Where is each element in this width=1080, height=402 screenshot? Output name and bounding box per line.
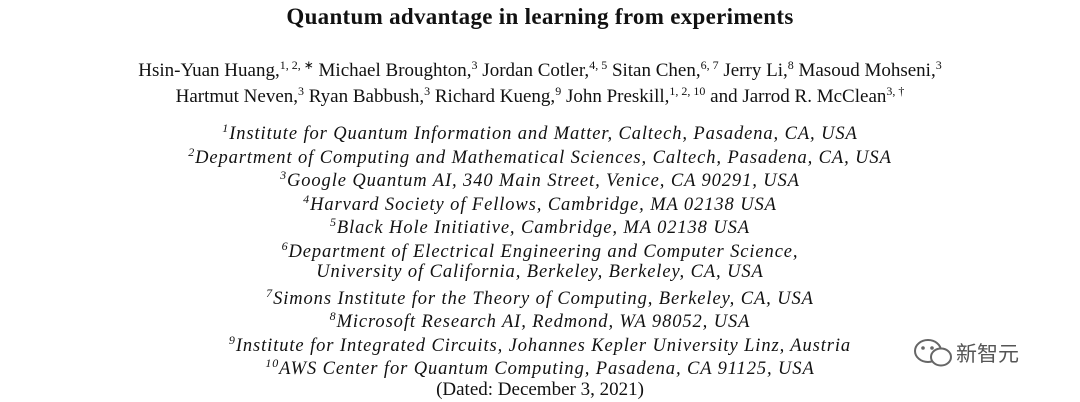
affiliation-line: 3Google Quantum AI, 340 Main Street, Ven… <box>0 168 1080 192</box>
affiliation-line: 8Microsoft Research AI, Redmond, WA 9805… <box>0 309 1080 333</box>
title: Quantum advantage in learning from exper… <box>286 4 794 29</box>
affiliation-sup: 8 <box>329 309 337 323</box>
affiliation-text: Harvard Society of Fellows, Cambridge, M… <box>310 194 777 215</box>
author-name: Masoud Mohseni, <box>798 60 936 81</box>
author-sup: 1, 2, ∗ <box>279 58 314 72</box>
affiliation-sup: 4 <box>303 191 311 206</box>
affiliation-text: AWS Center for Quantum Computing, Pasade… <box>279 359 815 379</box>
author-name: Jordan Cotler, <box>482 60 590 81</box>
affiliation-text: Google Quantum AI, 340 Main Street, Veni… <box>287 171 800 191</box>
affiliation-text: Department of Computing and Mathematical… <box>195 147 892 168</box>
author-line: Hartmut Neven,3 Ryan Babbush,3 Richard K… <box>0 84 1080 108</box>
author-sup: 3 <box>935 58 942 72</box>
author-sup: 6, 7 <box>700 58 719 72</box>
affiliation-line: 10AWS Center for Quantum Computing, Pasa… <box>0 356 1080 380</box>
author-name: and Jarrod R. McClean <box>710 86 887 107</box>
affiliation-sup: 9 <box>228 332 236 347</box>
affiliation-sup: 7 <box>266 285 274 300</box>
affiliation-sup: 2 <box>188 144 196 159</box>
author-name: Sitan Chen, <box>611 60 701 81</box>
author-name: Ryan Babbush, <box>308 86 425 107</box>
affiliation-line: 1Institute for Quantum Information and M… <box>0 121 1080 145</box>
affiliation-sup: 1 <box>222 121 230 135</box>
author-sup: 4, 5 <box>589 58 608 72</box>
affiliation-sup: 6 <box>281 238 289 253</box>
author-sup: 8 <box>787 58 794 72</box>
affiliation-text: Microsoft Research AI, Redmond, WA 98052… <box>336 312 751 332</box>
author-name: John Preskill, <box>565 86 670 107</box>
author-name: Hartmut Neven, <box>175 86 299 107</box>
affiliation-text: Institute for Integrated Circuits, Johan… <box>235 335 852 356</box>
affiliation-sup: 10 <box>265 356 280 370</box>
affiliation-line: University of California, Berkeley, Berk… <box>0 262 1080 283</box>
author-sup: 3 <box>298 84 305 98</box>
author-sup: 1, 2, 10 <box>669 84 706 98</box>
affiliation-text: University of California, Berkeley, Berk… <box>316 262 764 282</box>
affiliation-line: 2Department of Computing and Mathematica… <box>0 145 1080 169</box>
author-sup: 3, † <box>886 84 905 98</box>
watermark-text: 新智元 <box>956 342 1019 366</box>
author-sup: 9 <box>555 84 562 98</box>
affiliation-line: 4Harvard Society of Fellows, Cambridge, … <box>0 192 1080 216</box>
affiliation-line: 9Institute for Integrated Circuits, Joha… <box>0 333 1080 357</box>
author-sup: 3 <box>424 84 431 98</box>
affiliation-text: Simons Institute for the Theory of Compu… <box>273 288 814 309</box>
affiliation-sup: 3 <box>280 168 287 182</box>
affiliation-sup: 5 <box>330 215 337 229</box>
author-name: Jerry Li, <box>723 60 788 81</box>
author-name: Michael Broughton, <box>318 60 472 81</box>
watermark-icon <box>914 339 952 367</box>
affiliation-text: Institute for Quantum Information and Ma… <box>229 124 858 144</box>
author-sup: 3 <box>471 58 478 72</box>
author-name: Richard Kueng, <box>434 86 556 107</box>
author-name: Hsin-Yuan Huang, <box>138 60 280 81</box>
author-line: Hsin-Yuan Huang,1, 2, ∗ Michael Broughto… <box>0 58 1080 82</box>
affiliation-line: 6Department of Electrical Engineering an… <box>0 239 1080 263</box>
affiliation-line: 5Black Hole Initiative, Cambridge, MA 02… <box>0 215 1080 239</box>
date: (Dated: December 3, 2021) <box>436 379 644 400</box>
affiliation-text: Department of Electrical Engineering and… <box>288 241 799 262</box>
watermark: 新智元 <box>912 336 1019 370</box>
affiliation-line: 7Simons Institute for the Theory of Comp… <box>0 286 1080 310</box>
affiliation-text: Black Hole Initiative, Cambridge, MA 021… <box>336 218 750 238</box>
